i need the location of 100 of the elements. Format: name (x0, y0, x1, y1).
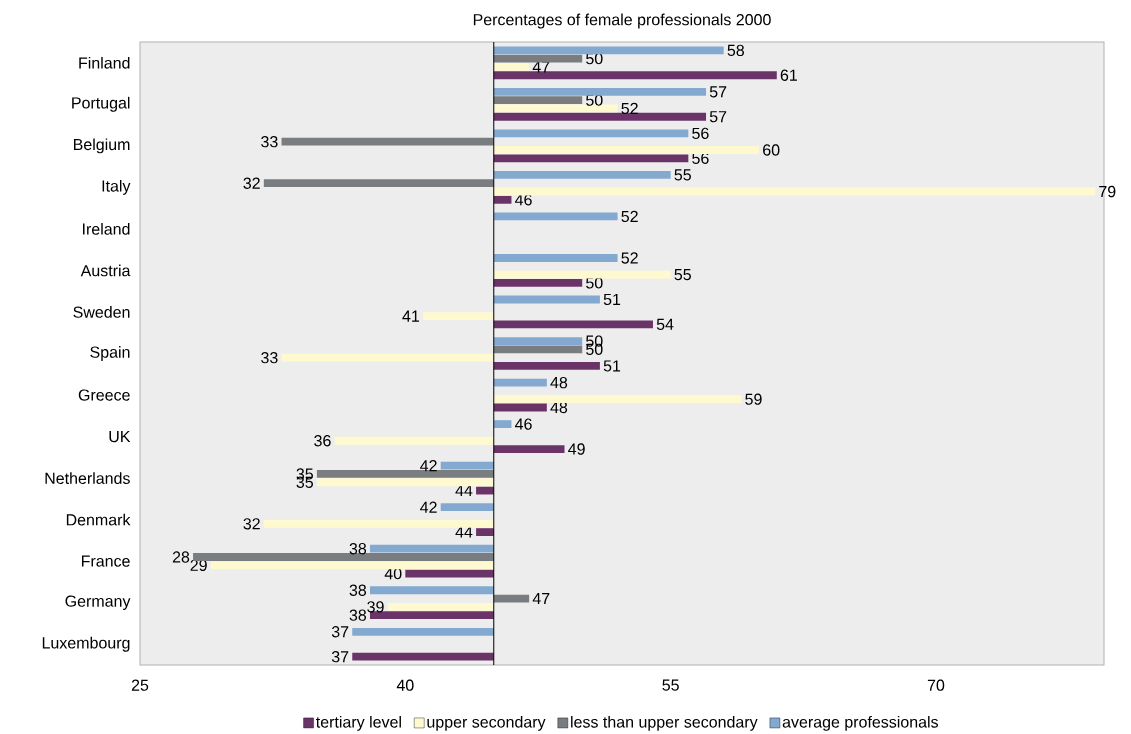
bar (493, 146, 760, 154)
y-tick-label: Austria (80, 264, 131, 277)
bar (476, 528, 494, 536)
data-label: 52 (621, 210, 638, 223)
bar (493, 420, 512, 429)
data-label: 42 (420, 460, 437, 472)
y-tick-label: Denmark (66, 513, 131, 526)
y-tick-label: Italy (102, 179, 131, 195)
data-label: 33 (261, 136, 278, 148)
legend-label: less than upper secondary (571, 715, 758, 731)
data-label: 32 (243, 177, 260, 189)
bar (352, 652, 494, 661)
y-tick-label: Netherlands (45, 472, 130, 484)
bar (493, 403, 547, 412)
bar (281, 353, 494, 362)
x-tick-label: 40 (396, 679, 414, 691)
data-label: 32 (243, 518, 260, 530)
y-tick-label: France (81, 555, 130, 567)
bar (493, 337, 583, 345)
bar (440, 461, 494, 470)
data-label: 54 (656, 318, 674, 331)
data-label: 47 (532, 593, 550, 605)
y-tick-label: UK (109, 430, 131, 443)
legend-label: average professionals (782, 715, 938, 731)
x-tick-label: 55 (662, 679, 679, 691)
data-label: 56 (692, 127, 709, 140)
data-label: 38 (349, 584, 367, 596)
data-label: 38 (349, 609, 367, 621)
bar (493, 278, 583, 287)
bar (493, 129, 689, 138)
data-label: 46 (515, 418, 532, 430)
bar (352, 627, 494, 636)
data-label: 50 (586, 94, 603, 106)
data-label: 58 (727, 44, 745, 56)
data-label: 51 (603, 293, 621, 306)
bar (263, 519, 494, 528)
x-tick-label: 70 (927, 679, 945, 691)
y-tick-label: Sweden (73, 306, 130, 318)
bar (493, 345, 583, 354)
bar (493, 254, 618, 262)
bar (493, 362, 600, 370)
bar (263, 179, 494, 188)
bar (493, 112, 707, 121)
bar (493, 270, 671, 279)
y-tick-label: Ireland (83, 223, 130, 235)
bar (493, 96, 583, 105)
bar (334, 436, 494, 445)
bar (193, 553, 494, 561)
data-label: 38 (349, 543, 367, 555)
data-label: 52 (621, 252, 638, 264)
data-label: 51 (603, 360, 621, 372)
legend-label: tertiary level (316, 715, 401, 731)
bar (493, 212, 618, 221)
bar (493, 63, 530, 71)
bar (493, 320, 653, 329)
bar (369, 611, 494, 620)
bar (493, 187, 1096, 196)
data-label: 37 (331, 626, 349, 638)
data-label: 57 (709, 111, 727, 123)
y-tick-label: Portugal (72, 96, 130, 112)
bar (493, 154, 689, 163)
data-label: 36 (314, 435, 331, 447)
bar (493, 295, 600, 304)
bar (316, 478, 494, 487)
y-tick-label: Finland (79, 56, 130, 69)
data-label: 46 (515, 194, 532, 206)
data-label: 44 (455, 526, 473, 538)
legend-label: upper secondary (427, 715, 546, 731)
data-label: 52 (621, 102, 638, 115)
bar (493, 71, 777, 80)
y-tick-label: Belgium (73, 138, 130, 154)
bar (493, 46, 724, 55)
bar (423, 312, 494, 321)
data-label: 55 (674, 269, 691, 281)
data-label: 48 (550, 376, 568, 389)
bar (493, 395, 742, 404)
y-tick-label: Germany (65, 595, 131, 610)
y-tick-label: Spain (90, 346, 130, 361)
data-label: 28 (172, 551, 190, 563)
bar (316, 470, 494, 478)
bar (210, 561, 494, 570)
data-label: 49 (568, 443, 585, 455)
bar (281, 137, 494, 146)
data-label: 60 (763, 144, 780, 156)
bar (493, 171, 671, 179)
x-tick-label: 25 (131, 679, 149, 691)
data-label: 61 (780, 69, 797, 81)
y-tick-label: Greece (78, 389, 130, 401)
bar (369, 544, 494, 553)
y-tick-label: Luxembourg (42, 636, 130, 652)
data-label: 79 (1099, 185, 1116, 198)
bar (369, 586, 494, 595)
bar (493, 195, 512, 204)
bar (493, 87, 707, 96)
data-label: 55 (674, 169, 691, 181)
bar (493, 445, 565, 453)
data-label: 57 (709, 86, 727, 98)
bar (440, 503, 494, 512)
bar (405, 569, 494, 578)
chart-title: Percentages of female professionals 2000 (473, 13, 771, 29)
